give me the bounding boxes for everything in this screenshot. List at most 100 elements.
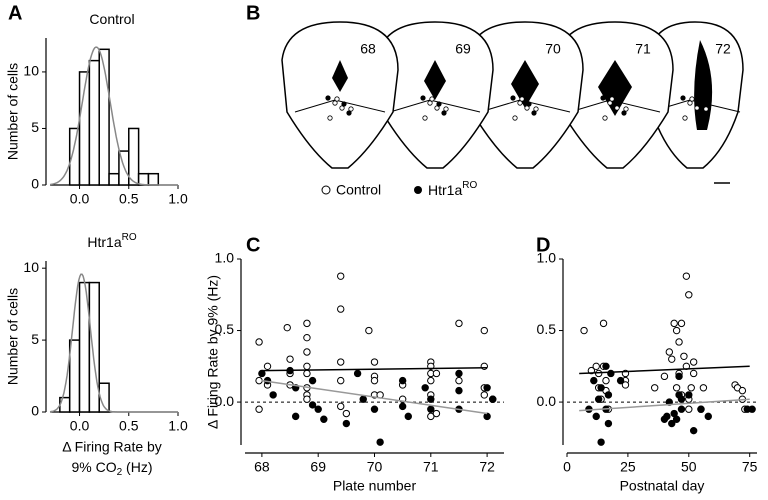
histogram-bar [128,127,140,186]
legend-marker [414,186,422,194]
scatter-point [308,401,317,409]
scatter-point [427,412,435,421]
scatter-point [590,376,598,385]
scatter-point [398,402,407,411]
scatter-point [650,384,659,392]
histogram-bar [88,59,100,186]
x-axis-label: 9% CO2 (Hz) [71,459,152,478]
slice-outline [281,21,399,169]
scatter-point [689,358,698,366]
scatter-point [689,369,698,378]
slice-cell [533,106,539,112]
slice-cell [680,95,686,101]
slice-cell [348,106,354,112]
scatter-point [337,358,345,366]
scatter-point [398,376,407,385]
scatter-point [672,415,681,423]
scatter-point [668,355,676,363]
title-text: Control [89,11,134,27]
scatter-point [269,391,277,399]
slice-cell [517,100,523,106]
x-axis-label: Postnatal day [620,478,705,494]
slice-cell [519,96,525,102]
scatter-point [665,348,674,356]
slice-cell [616,101,622,107]
scatter-point [286,355,294,363]
slice-cell [694,105,700,111]
scatter-point [672,326,681,335]
x-label-text: (Hz) [122,459,152,475]
slice-cell [422,115,428,121]
scatter-point [303,333,311,342]
x-tick-label: 0 [563,459,571,475]
y-tick-label: 0.5 [537,321,557,337]
y-axis-label: Number of cells [5,288,21,385]
slice-cell [436,101,442,107]
x-tick-label: 0.0 [70,418,90,434]
y-tick-label: 0.0 [537,393,557,409]
slice-cell [524,105,530,111]
slice-cell [325,95,331,101]
scatter-point [337,305,345,313]
scatter-point [370,405,379,413]
y-tick-label: 0 [31,403,39,419]
legend-label: Htr1aRO [428,180,477,198]
scatter-point [660,372,669,381]
scatter-point [283,323,291,332]
y-tick-label: 0 [31,176,39,192]
scatter-point [689,426,698,435]
title-sup: RO [122,232,137,243]
scatter-point [365,326,373,335]
scatter-point [677,319,686,328]
slice-number: 70 [545,41,561,57]
chart-title: Htr1aRO [87,232,136,250]
scatter-point [748,405,756,413]
scatter-point [455,386,463,395]
scatter-point [677,405,686,413]
scatter-point [432,409,441,418]
scatter-point [685,405,693,413]
y-tick-label: 1.0 [537,250,557,266]
scatter-point [687,384,695,392]
slice-cell [623,106,629,112]
scatter-point [303,348,311,356]
slice-cell [512,115,518,121]
chart-title: Control [89,11,134,27]
slice-cell [687,100,693,106]
y-tick-label: 1.0 [215,250,235,266]
x-tick-label: 0.5 [119,191,139,207]
slice-cell [334,96,340,102]
x-label-sub: 2 [117,467,123,478]
scatter-point [668,419,676,428]
y-tick-label: 5 [31,119,39,135]
slice-cell [703,106,709,112]
slice-ventricle [511,60,539,108]
legend-label: Control [336,182,381,198]
scatter-point [670,319,678,328]
scatter-point [607,369,615,378]
x-axis-label: Plate number [333,478,417,494]
scatter-point [663,412,671,421]
scatter-point [342,419,351,428]
slice-number: 69 [455,41,471,57]
slice-cell [420,95,426,101]
slice-cell [531,110,537,116]
scatter-point [682,272,691,280]
legend-sup: RO [462,180,477,191]
histogram-bar [98,382,110,413]
x-axis-label: Δ Firing Rate by [62,439,162,455]
scatter-point [680,352,688,360]
scatter-point [303,319,311,328]
slice-cell [427,100,433,106]
slice-cell [339,105,345,111]
slice-cell [614,105,620,111]
trend-line [579,365,750,375]
slice-cell [689,96,695,102]
scatter-point [337,402,345,411]
scatter-point [353,369,362,378]
panel-label: A [8,2,22,24]
scatter-point [427,376,435,385]
x-tick-label: 0.5 [119,418,139,434]
y-tick-label: 10 [23,63,39,79]
